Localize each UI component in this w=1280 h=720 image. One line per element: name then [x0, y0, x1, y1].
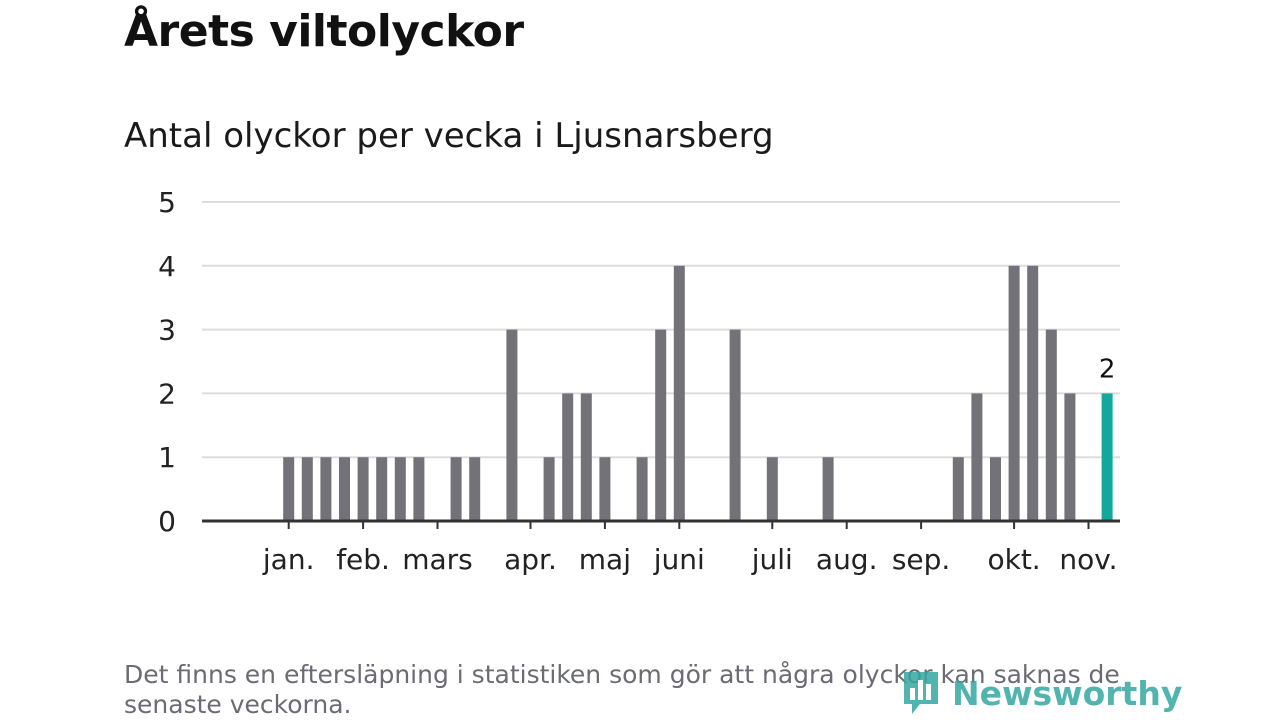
bar-week-45 [1064, 393, 1076, 521]
bar-week-40 [971, 393, 983, 521]
bar-week-44 [1045, 329, 1057, 521]
y-tick-label: 5 [158, 186, 176, 219]
bar-week-24 [673, 265, 685, 521]
bar-week-39 [952, 457, 964, 521]
bar-chart-logo-icon [904, 672, 938, 714]
x-tick-label: mars [402, 543, 473, 576]
x-axis-labels: jan. feb. mars apr. maj juni juli aug. sep. okt. n… [262, 543, 1118, 576]
bar-highlight-week-47 [1101, 393, 1113, 521]
brand-name: Newsworthy [952, 673, 1183, 713]
chart-subtitle: Antal olyckor per vecka i Ljusnarsberg [124, 116, 774, 156]
y-tick-label: 0 [158, 505, 176, 538]
bar-week-41 [990, 457, 1001, 521]
chart-title: Årets viltolyckor [124, 6, 524, 57]
bar-week-15 [506, 329, 518, 521]
footnote: Det finns en eftersläpning i statistiken… [124, 660, 1120, 719]
bar-week-12 [450, 457, 462, 521]
bar-week-19 [580, 393, 592, 521]
bar-week-17 [543, 457, 555, 521]
x-axis [202, 519, 1120, 529]
y-tick-label: 2 [158, 377, 176, 410]
bar-week-13 [469, 457, 481, 521]
bar-week-22 [636, 457, 648, 521]
bars [283, 265, 1113, 521]
x-tick-label: juni [653, 543, 705, 576]
bar-week-5 [320, 457, 332, 521]
x-tick-label: sep. [892, 543, 951, 576]
y-tick-label: 4 [158, 250, 176, 283]
x-tick-label: apr. [504, 543, 557, 576]
x-tick-label: jan. [262, 543, 315, 576]
bar-week-43 [1027, 265, 1039, 521]
x-tick-label: okt. [987, 543, 1040, 576]
bar-week-4 [301, 457, 313, 521]
x-tick-label: nov. [1059, 543, 1117, 576]
x-tick-label: maj [579, 543, 631, 576]
y-axis-labels: 0 1 2 3 4 5 [158, 186, 176, 538]
bar-week-7 [357, 457, 369, 521]
data-labels: 2 [1099, 354, 1116, 384]
bar-week-8 [376, 457, 388, 521]
bar-week-20 [599, 457, 611, 521]
x-tick-label: aug. [816, 543, 878, 576]
bar-week-3 [283, 457, 295, 521]
bar-week-23 [655, 329, 667, 521]
data-label: 2 [1099, 354, 1116, 384]
bar-chart: 0 1 2 3 4 5 jan. feb. mars apr. maj juni juli aug. se… [158, 186, 1120, 576]
bar-week-27 [729, 329, 741, 521]
x-tick-label: juli [751, 543, 793, 576]
newsworthy-logo: Newsworthy [900, 668, 1182, 718]
bar-week-9 [394, 457, 406, 521]
x-tick-label: feb. [336, 543, 390, 576]
bar-week-10 [413, 457, 425, 521]
bar-week-18 [562, 393, 574, 521]
bar-week-6 [339, 457, 350, 521]
bar-week-42 [1008, 265, 1020, 521]
bar-week-32 [822, 457, 834, 521]
bar-week-29 [766, 457, 778, 521]
y-tick-label: 3 [158, 314, 176, 347]
y-tick-label: 1 [158, 441, 176, 474]
